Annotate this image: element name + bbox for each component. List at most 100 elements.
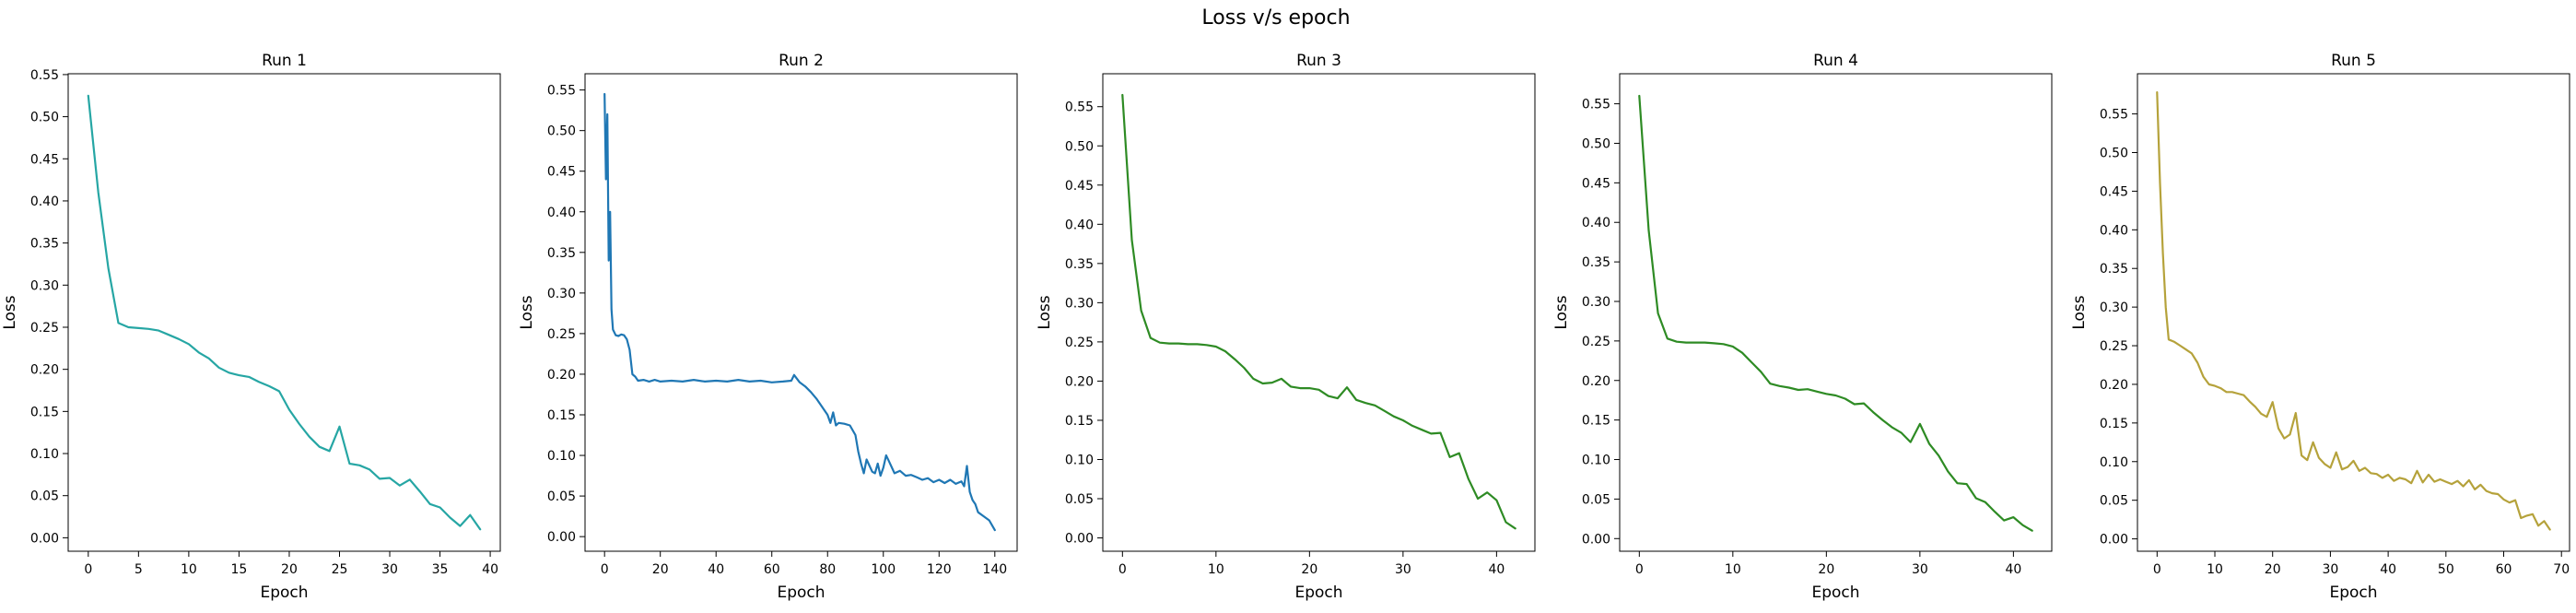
subplot-title: Run 2 <box>779 52 824 70</box>
x-tick-label: 20 <box>1818 562 1834 577</box>
x-tick-label: 0 <box>1635 562 1644 577</box>
y-tick-label: 0.00 <box>1582 532 1610 547</box>
loss-series-line <box>1638 94 2033 532</box>
axes-frame <box>67 73 501 552</box>
x-tick-label: 20 <box>652 562 669 577</box>
x-tick-label: 50 <box>2438 562 2454 577</box>
subplot-run-4: 0 10 20 30 40 0.00 0.05 0.10 0.15 0.20 0.25 0.30 0.3… <box>1552 52 2053 602</box>
y-tick-label: 0.20 <box>30 363 59 378</box>
y-tick-label: 0.10 <box>1582 454 1610 468</box>
y-tick-label: 0.55 <box>1065 100 1094 115</box>
x-tick-label: 0 <box>601 562 609 577</box>
y-tick-label: 0.10 <box>2100 455 2128 470</box>
x-tick-label: 60 <box>2496 562 2512 577</box>
subplot-grid: 0 5 10 15 20 25 30 35 40 0.00 0.05 0.10 0.15 0.20 0.25… <box>1 52 2570 602</box>
x-tick-label: 120 <box>927 562 952 577</box>
subplot-run-3: 0 10 20 30 40 0.00 0.05 0.10 0.15 0.20 0.25 0.30 0.3… <box>1036 52 1536 602</box>
y-tick-label: 0.05 <box>547 489 576 504</box>
x-tick-label: 0 <box>1118 562 1127 577</box>
y-tick-label: 0.45 <box>1582 176 1610 191</box>
y-tick-label: 0.05 <box>1582 492 1610 507</box>
y-tick-label: 0.20 <box>2100 378 2128 393</box>
y-tick-label: 0.30 <box>30 278 59 293</box>
x-tick-label: 10 <box>2207 562 2223 577</box>
y-tick-label: 0.55 <box>1582 98 1610 112</box>
y-tick-label: 0.40 <box>547 206 576 220</box>
y-axis-label: Loss <box>518 295 536 329</box>
subplot-title: Run 4 <box>1813 52 1858 70</box>
x-tick-label: 40 <box>482 562 498 577</box>
x-tick-label: 80 <box>819 562 836 577</box>
y-tick-label: 0.15 <box>1582 414 1610 429</box>
x-tick-label: 60 <box>764 562 780 577</box>
axes-frame <box>1102 73 1536 552</box>
x-tick-label: 100 <box>871 562 896 577</box>
x-tick-label: 5 <box>135 562 143 577</box>
x-tick-label: 10 <box>1725 562 1741 577</box>
y-tick-label: 0.50 <box>2100 146 2128 160</box>
figure-suptitle: Loss v/s epoch <box>1201 6 1350 29</box>
x-axis-label: Epoch <box>777 584 825 602</box>
y-tick-label: 0.25 <box>547 327 576 342</box>
axes-frame <box>2137 73 2570 552</box>
y-tick-label: 0.05 <box>2100 494 2128 509</box>
x-tick-label: 30 <box>381 562 398 577</box>
x-tick-label: 35 <box>432 562 449 577</box>
y-tick-label: 0.00 <box>1065 532 1094 547</box>
y-tick-label: 0.50 <box>1065 139 1094 154</box>
y-tick-label: 0.40 <box>2100 223 2128 238</box>
y-tick-label: 0.45 <box>30 152 59 167</box>
y-axis-label: Loss <box>1 295 19 329</box>
x-tick-label: 10 <box>1208 562 1224 577</box>
y-tick-label: 0.10 <box>30 447 59 462</box>
x-tick-label: 140 <box>982 562 1007 577</box>
axes-frame <box>1619 73 2053 552</box>
subplot-title: Run 5 <box>2331 52 2376 70</box>
y-tick-label: 0.35 <box>547 246 576 261</box>
x-tick-label: 30 <box>1395 562 1411 577</box>
y-tick-label: 0.15 <box>1065 414 1094 429</box>
y-tick-label: 0.25 <box>1065 336 1094 350</box>
y-tick-label: 0.00 <box>30 531 59 546</box>
x-tick-label: 40 <box>2380 562 2396 577</box>
y-tick-label: 0.45 <box>1065 179 1094 194</box>
y-tick-label: 0.30 <box>1065 296 1094 311</box>
x-tick-label: 0 <box>2153 562 2161 577</box>
y-tick-label: 0.50 <box>30 111 59 125</box>
y-tick-label: 0.10 <box>547 449 576 464</box>
y-tick-label: 0.15 <box>30 405 59 419</box>
y-tick-label: 0.35 <box>1065 257 1094 272</box>
y-tick-label: 0.40 <box>1065 218 1094 232</box>
y-tick-label: 0.20 <box>1065 374 1094 389</box>
subplot-run-5: 0 10 20 30 40 50 60 70 0.00 0.05 0.10 0.15 0.20 0.25 0… <box>2070 52 2570 602</box>
y-tick-label: 0.35 <box>1582 255 1610 270</box>
subplot-run-2: 0 20 40 60 80 100 120 140 0.00 0.05 0.10 0.15 0.20 0.… <box>518 52 1018 602</box>
loss-series-line <box>603 92 996 532</box>
x-tick-label: 70 <box>2553 562 2570 577</box>
y-tick-label: 0.40 <box>30 195 59 209</box>
x-tick-label: 15 <box>231 562 248 577</box>
x-axis-label: Epoch <box>260 584 308 602</box>
y-tick-label: 0.35 <box>2100 262 2128 277</box>
subplot-title: Run 1 <box>262 52 307 70</box>
x-tick-label: 20 <box>1301 562 1317 577</box>
x-tick-label: 40 <box>1488 562 1505 577</box>
y-axis-label: Loss <box>2070 295 2089 329</box>
x-tick-label: 10 <box>181 562 197 577</box>
y-tick-label: 0.50 <box>547 124 576 139</box>
y-tick-label: 0.00 <box>547 530 576 545</box>
x-tick-label: 30 <box>2323 562 2339 577</box>
y-tick-label: 0.15 <box>2100 417 2128 431</box>
subplot-run-1: 0 5 10 15 20 25 30 35 40 0.00 0.05 0.10 0.15 0.20 0.25… <box>1 52 501 602</box>
subplot-title: Run 3 <box>1296 52 1341 70</box>
axes-frame <box>584 73 1018 552</box>
x-tick-label: 40 <box>708 562 724 577</box>
y-tick-label: 0.00 <box>2100 533 2128 548</box>
y-tick-label: 0.25 <box>2100 339 2128 354</box>
loss-series-line <box>2156 90 2551 531</box>
y-tick-label: 0.55 <box>547 84 576 99</box>
y-tick-label: 0.45 <box>2100 184 2128 199</box>
y-tick-label: 0.05 <box>1065 492 1094 507</box>
loss-series-line <box>87 94 482 531</box>
y-tick-label: 0.40 <box>1582 216 1610 230</box>
